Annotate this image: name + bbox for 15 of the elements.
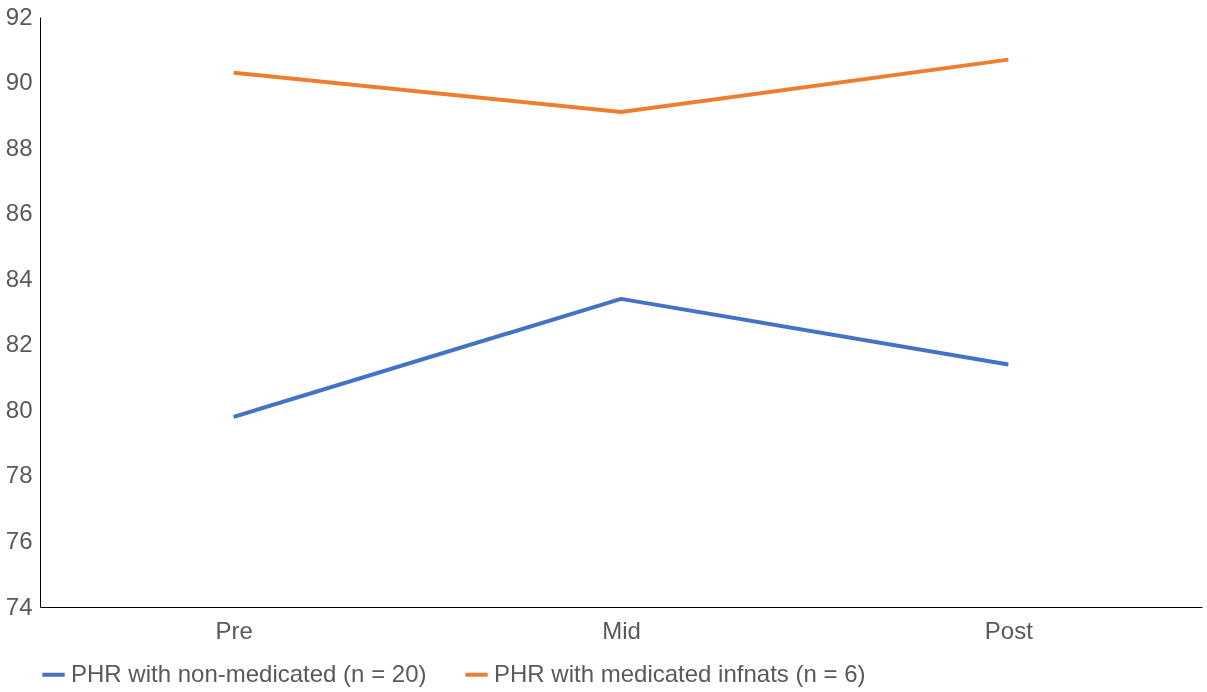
legend-label: PHR with medicated infnats (n = 6) [494, 659, 866, 687]
y-tick-label: 92 [5, 2, 33, 30]
y-tick-label: 78 [5, 461, 33, 489]
legend-label: PHR with non-medicated (n = 20) [71, 659, 427, 687]
y-tick-label: 76 [5, 526, 33, 554]
x-tick-label: Post [984, 616, 1034, 644]
y-tick-label: 74 [5, 592, 33, 620]
y-tick-label: 82 [5, 330, 33, 358]
y-tick-label: 84 [5, 264, 33, 292]
y-tick-label: 80 [5, 395, 33, 423]
y-tick-label: 88 [5, 133, 33, 161]
x-tick-label: Mid [602, 616, 641, 644]
y-tick-label: 90 [5, 68, 33, 96]
x-tick-label: Pre [215, 616, 253, 644]
y-tick-label: 86 [5, 199, 33, 227]
